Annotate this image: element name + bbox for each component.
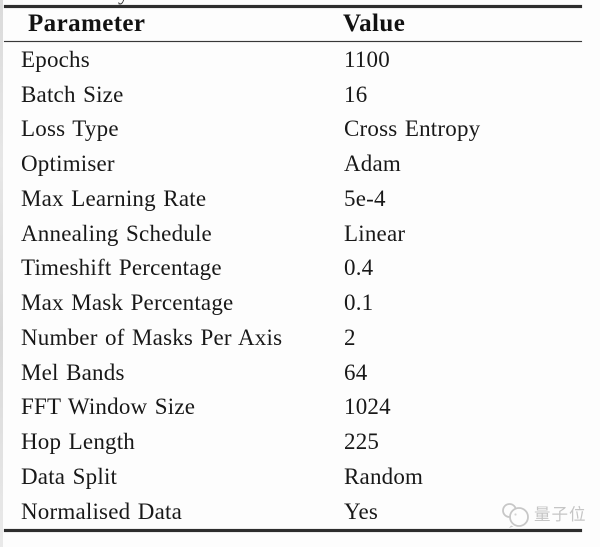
caption-fragment-glyph: y — [112, 0, 136, 4]
parameter-cell: Max Mask Percentage — [21, 290, 234, 316]
header-value: Value — [343, 10, 406, 37]
parameter-cell: Hop Length — [21, 429, 136, 455]
value-cell: Linear — [344, 220, 406, 246]
table-row: Loss Type Cross Entropy — [0, 112, 600, 147]
parameter-cell: Annealing Schedule — [21, 220, 212, 246]
table-row: Max Learning Rate 5e-4 — [0, 182, 600, 217]
table-row: Data Split Random — [0, 460, 600, 495]
qbitai-watermark: 量子位 — [500, 500, 592, 530]
watermark-text: 量子位 — [534, 504, 587, 524]
table-header-rule — [4, 40, 582, 43]
table-body: Epochs 1100 Batch Size 16 Loss Type Cros… — [0, 43, 600, 530]
table-row: Hop Length 225 — [0, 425, 600, 460]
value-cell: 16 — [344, 81, 368, 107]
header-parameter: Parameter — [28, 10, 146, 37]
parameter-cell: Timeshift Percentage — [21, 255, 222, 281]
table-row: Optimiser Adam — [0, 147, 600, 182]
parameter-cell: Epochs — [21, 46, 90, 72]
table-row: Mel Bands 64 — [0, 355, 600, 390]
parameter-cell: Normalised Data — [21, 498, 182, 524]
value-cell: 1024 — [344, 394, 391, 420]
table-row: Normalised Data Yes — [0, 494, 600, 529]
value-cell: 0.1 — [344, 290, 374, 316]
table-row: Max Mask Percentage 0.1 — [0, 286, 600, 321]
table-row: Annealing Schedule Linear — [0, 216, 600, 251]
value-cell: 0.4 — [344, 255, 374, 281]
table-row: FFT Window Size 1024 — [0, 390, 600, 425]
table-row: Timeshift Percentage 0.4 — [0, 251, 600, 286]
value-cell: 64 — [344, 359, 368, 385]
table-row: Batch Size 16 — [0, 77, 600, 112]
value-cell: 5e-4 — [344, 185, 386, 211]
value-cell: Yes — [344, 498, 379, 524]
value-cell: Random — [344, 463, 424, 489]
parameter-cell: Max Learning Rate — [21, 185, 207, 211]
value-cell: Adam — [344, 151, 402, 177]
parameter-cell: Mel Bands — [21, 359, 125, 385]
value-cell: Cross Entropy — [344, 116, 481, 142]
parameter-cell: Number of Masks Per Axis — [21, 324, 283, 350]
table-row: Number of Masks Per Axis 2 — [0, 321, 600, 356]
table-top-rule — [4, 5, 582, 8]
parameter-cell: Loss Type — [21, 116, 119, 142]
scan-edge-artifact — [0, 0, 3, 547]
parameter-cell: Data Split — [21, 463, 118, 489]
parameter-cell: Optimiser — [21, 151, 115, 177]
qbitai-logo-icon — [502, 503, 529, 528]
table-header-row: Parameter Value — [0, 8, 600, 41]
cropped-caption-fragment: y — [112, 0, 136, 5]
table-row: Epochs 1100 — [0, 43, 600, 78]
value-cell: 2 — [344, 324, 356, 350]
parameter-cell: FFT Window Size — [21, 394, 196, 420]
value-cell: 225 — [344, 429, 380, 455]
table-bottom-rule — [4, 529, 582, 532]
value-cell: 1100 — [344, 46, 390, 72]
parameter-cell: Batch Size — [21, 81, 124, 107]
